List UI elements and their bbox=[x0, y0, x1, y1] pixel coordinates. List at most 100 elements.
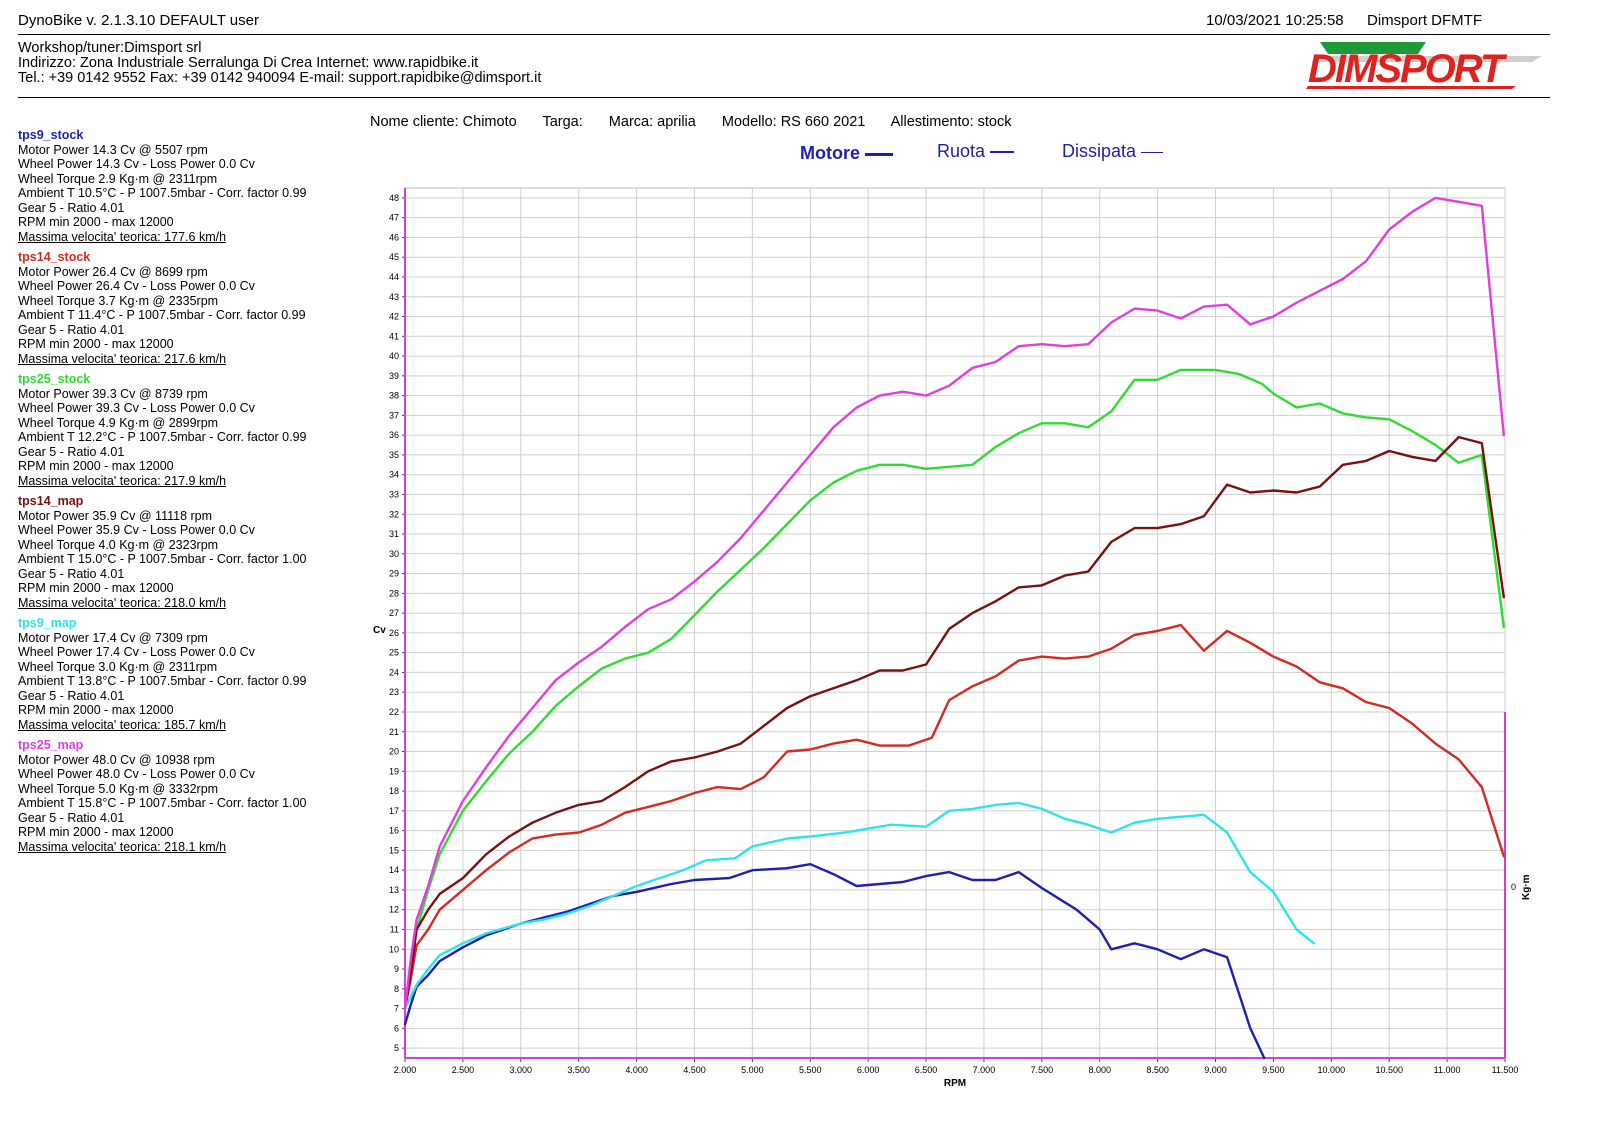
x-tick-label: 6.500 bbox=[915, 1065, 938, 1075]
y-tick-label: 27 bbox=[389, 608, 399, 618]
x-tick-label: 8.000 bbox=[1088, 1065, 1111, 1075]
run-detail-line: Wheel Torque 4.9 Kg·m @ 2899rpm bbox=[18, 415, 219, 430]
legend-dissipata-swatch bbox=[1141, 151, 1164, 153]
run-detail-line: Gear 5 - Ratio 4.01 bbox=[18, 444, 125, 459]
run-detail-line: RPM min 2000 - max 12000 bbox=[18, 581, 174, 595]
run-summary: tps9_map Motor Power 17.4 Cv @ 7309 rpm Wh… bbox=[18, 616, 348, 732]
customer-info: Nome cliente: Chimoto Targa: Marca: apri… bbox=[370, 114, 1033, 130]
x-tick-label: 2.000 bbox=[394, 1065, 417, 1075]
bike-brand: Marca: aprilia bbox=[608, 114, 696, 130]
run-detail-line: Wheel Torque 4.0 Kg·m @ 2323rpm bbox=[18, 537, 219, 552]
y-tick-label: 37 bbox=[389, 410, 399, 420]
workshop-info: Workshop/tuner:Dimsport srl Indirizzo: Z… bbox=[18, 41, 541, 86]
bike-setup: Allestimento: stock bbox=[890, 114, 1012, 130]
run-detail-line: Gear 5 - Ratio 4.01 bbox=[18, 688, 125, 703]
y-tick-label: 9 bbox=[394, 964, 399, 974]
run-detail-line: Motor Power 14.3 Cv @ 5507 rpm bbox=[18, 142, 208, 157]
report-date: 10/03/2021 10:25:58 bbox=[1206, 12, 1344, 29]
x-tick-label: 9.500 bbox=[1262, 1065, 1285, 1075]
run-detail-line: Wheel Power 14.3 Cv - Loss Power 0.0 Cv bbox=[18, 157, 255, 171]
run-detail-line: Motor Power 48.0 Cv @ 10938 rpm bbox=[18, 752, 215, 767]
run-max-speed: Massima velocita' teorica: 218.1 km/h bbox=[18, 839, 227, 854]
run-detail-line: Ambient T 13.8°C - P 1007.5mbar - Corr. … bbox=[18, 674, 307, 688]
y-tick-label: 22 bbox=[389, 707, 399, 717]
run-summary: tps25_stock Motor Power 39.3 Cv @ 8739 rp… bbox=[18, 372, 348, 488]
run-max-speed: Massima velocita' teorica: 185.7 km/h bbox=[18, 717, 227, 732]
y-tick-label: 44 bbox=[389, 272, 399, 282]
run-max-speed: Massima velocita' teorica: 217.6 km/h bbox=[18, 351, 227, 366]
y-tick-label: 11 bbox=[390, 924, 399, 934]
y-tick-label: 26 bbox=[389, 628, 399, 638]
run-name: tps14_map bbox=[18, 494, 84, 508]
x-tick-label: 2.500 bbox=[452, 1065, 475, 1075]
y-tick-label: 17 bbox=[389, 806, 399, 816]
y-tick-label: 32 bbox=[389, 509, 399, 519]
y-tick-label: 7 bbox=[394, 1004, 399, 1014]
run-detail-line: Motor Power 26.4 Cv @ 8699 rpm bbox=[18, 264, 208, 279]
run-detail-line: Ambient T 12.2°C - P 1007.5mbar - Corr. … bbox=[18, 430, 307, 444]
x-tick-label: 7.000 bbox=[973, 1065, 996, 1075]
x-tick-label: 3.000 bbox=[510, 1065, 533, 1075]
bike-model: Modello: RS 660 2021 bbox=[721, 114, 866, 130]
x-tick-label: 3.500 bbox=[567, 1065, 590, 1075]
workshop-divider bbox=[18, 97, 1550, 98]
run-detail-line: Motor Power 35.9 Cv @ 11118 rpm bbox=[18, 508, 213, 523]
run-detail-line: Gear 5 - Ratio 4.01 bbox=[18, 566, 125, 581]
y-tick-label: 8 bbox=[394, 984, 399, 994]
y-tick-label: 46 bbox=[389, 232, 399, 242]
y-tick-label: 35 bbox=[389, 450, 399, 460]
run-detail-line: Wheel Power 48.0 Cv - Loss Power 0.0 Cv bbox=[18, 767, 255, 781]
legend-motore-swatch bbox=[865, 152, 894, 156]
x-tick-label: 7.500 bbox=[1031, 1065, 1054, 1075]
x-tick-label: 11.000 bbox=[1434, 1065, 1461, 1075]
run-name: tps25_stock bbox=[18, 372, 91, 386]
x-tick-label: 4.500 bbox=[683, 1065, 706, 1075]
run-summary: tps14_map Motor Power 35.9 Cv @ 11118 rpm… bbox=[18, 494, 348, 610]
y-tick-label: 12 bbox=[389, 905, 399, 915]
run-max-speed: Massima velocita' teorica: 177.6 km/h bbox=[18, 229, 227, 244]
y-tick-label: 10 bbox=[389, 944, 399, 954]
run-detail-line: Wheel Torque 3.0 Kg·m @ 2311rpm bbox=[18, 659, 218, 674]
x-tick-label: 8.500 bbox=[1146, 1065, 1169, 1075]
run-detail-line: Gear 5 - Ratio 4.01 bbox=[18, 322, 125, 337]
run-detail-line: RPM min 2000 - max 12000 bbox=[18, 215, 174, 229]
y-tick-label: 20 bbox=[389, 747, 399, 757]
run-summary: tps14_stock Motor Power 26.4 Cv @ 8699 rp… bbox=[18, 250, 348, 366]
app-title: DynoBike v. 2.1.3.10 DEFAULT user bbox=[18, 12, 259, 29]
y-tick-label: 28 bbox=[389, 588, 399, 598]
y-tick-label: 41 bbox=[389, 331, 399, 341]
y-tick-label: 40 bbox=[389, 351, 399, 361]
y-tick-label: 34 bbox=[389, 470, 399, 480]
y-tick-label: 36 bbox=[389, 430, 399, 440]
run-detail-line: RPM min 2000 - max 12000 bbox=[18, 703, 174, 717]
series-line-tps25_stock bbox=[403, 368, 1505, 1010]
header-divider bbox=[18, 34, 1550, 35]
y-axis-label: Cv bbox=[373, 625, 386, 636]
run-detail-line: Motor Power 17.4 Cv @ 7309 rpm bbox=[18, 630, 208, 645]
run-detail-line: Gear 5 - Ratio 4.01 bbox=[18, 200, 125, 215]
workshop-line-contact: Tel.: +39 0142 9552 Fax: +39 0142 940094… bbox=[18, 70, 542, 86]
y2-tick-label: 0 bbox=[1511, 882, 1516, 892]
workshop-line-address: Indirizzo: Zona Industriale Serralunga D… bbox=[18, 55, 479, 71]
run-detail-line: Gear 5 - Ratio 4.01 bbox=[18, 810, 125, 825]
y-tick-label: 42 bbox=[389, 312, 399, 322]
run-list: tps9_stock Motor Power 14.3 Cv @ 5507 rpm… bbox=[18, 128, 348, 860]
y-tick-label: 39 bbox=[389, 371, 399, 381]
y-tick-label: 16 bbox=[389, 826, 399, 836]
run-max-speed: Massima velocita' teorica: 218.0 km/h bbox=[18, 595, 227, 610]
run-name: tps9_stock bbox=[18, 128, 84, 142]
legend-dissipata: Dissipata bbox=[1062, 141, 1164, 162]
run-detail-line: Wheel Power 39.3 Cv - Loss Power 0.0 Cv bbox=[18, 401, 255, 415]
workshop-line-tuner: Workshop/tuner:Dimsport srl bbox=[18, 40, 202, 56]
legend-motore: Motore bbox=[800, 143, 894, 164]
y-tick-label: 19 bbox=[389, 766, 399, 776]
run-detail-line: Ambient T 15.8°C - P 1007.5mbar - Corr. … bbox=[18, 796, 307, 810]
x-tick-label: 5.500 bbox=[799, 1065, 822, 1075]
y-tick-label: 47 bbox=[389, 213, 399, 223]
run-detail-line: Wheel Torque 3.7 Kg·m @ 2335rpm bbox=[18, 293, 219, 308]
y2-axis-label: Kg·m bbox=[1521, 874, 1532, 900]
y-tick-label: 14 bbox=[389, 865, 399, 875]
series-line-tps14_map bbox=[403, 435, 1505, 1010]
x-tick-label: 10.000 bbox=[1318, 1065, 1346, 1075]
